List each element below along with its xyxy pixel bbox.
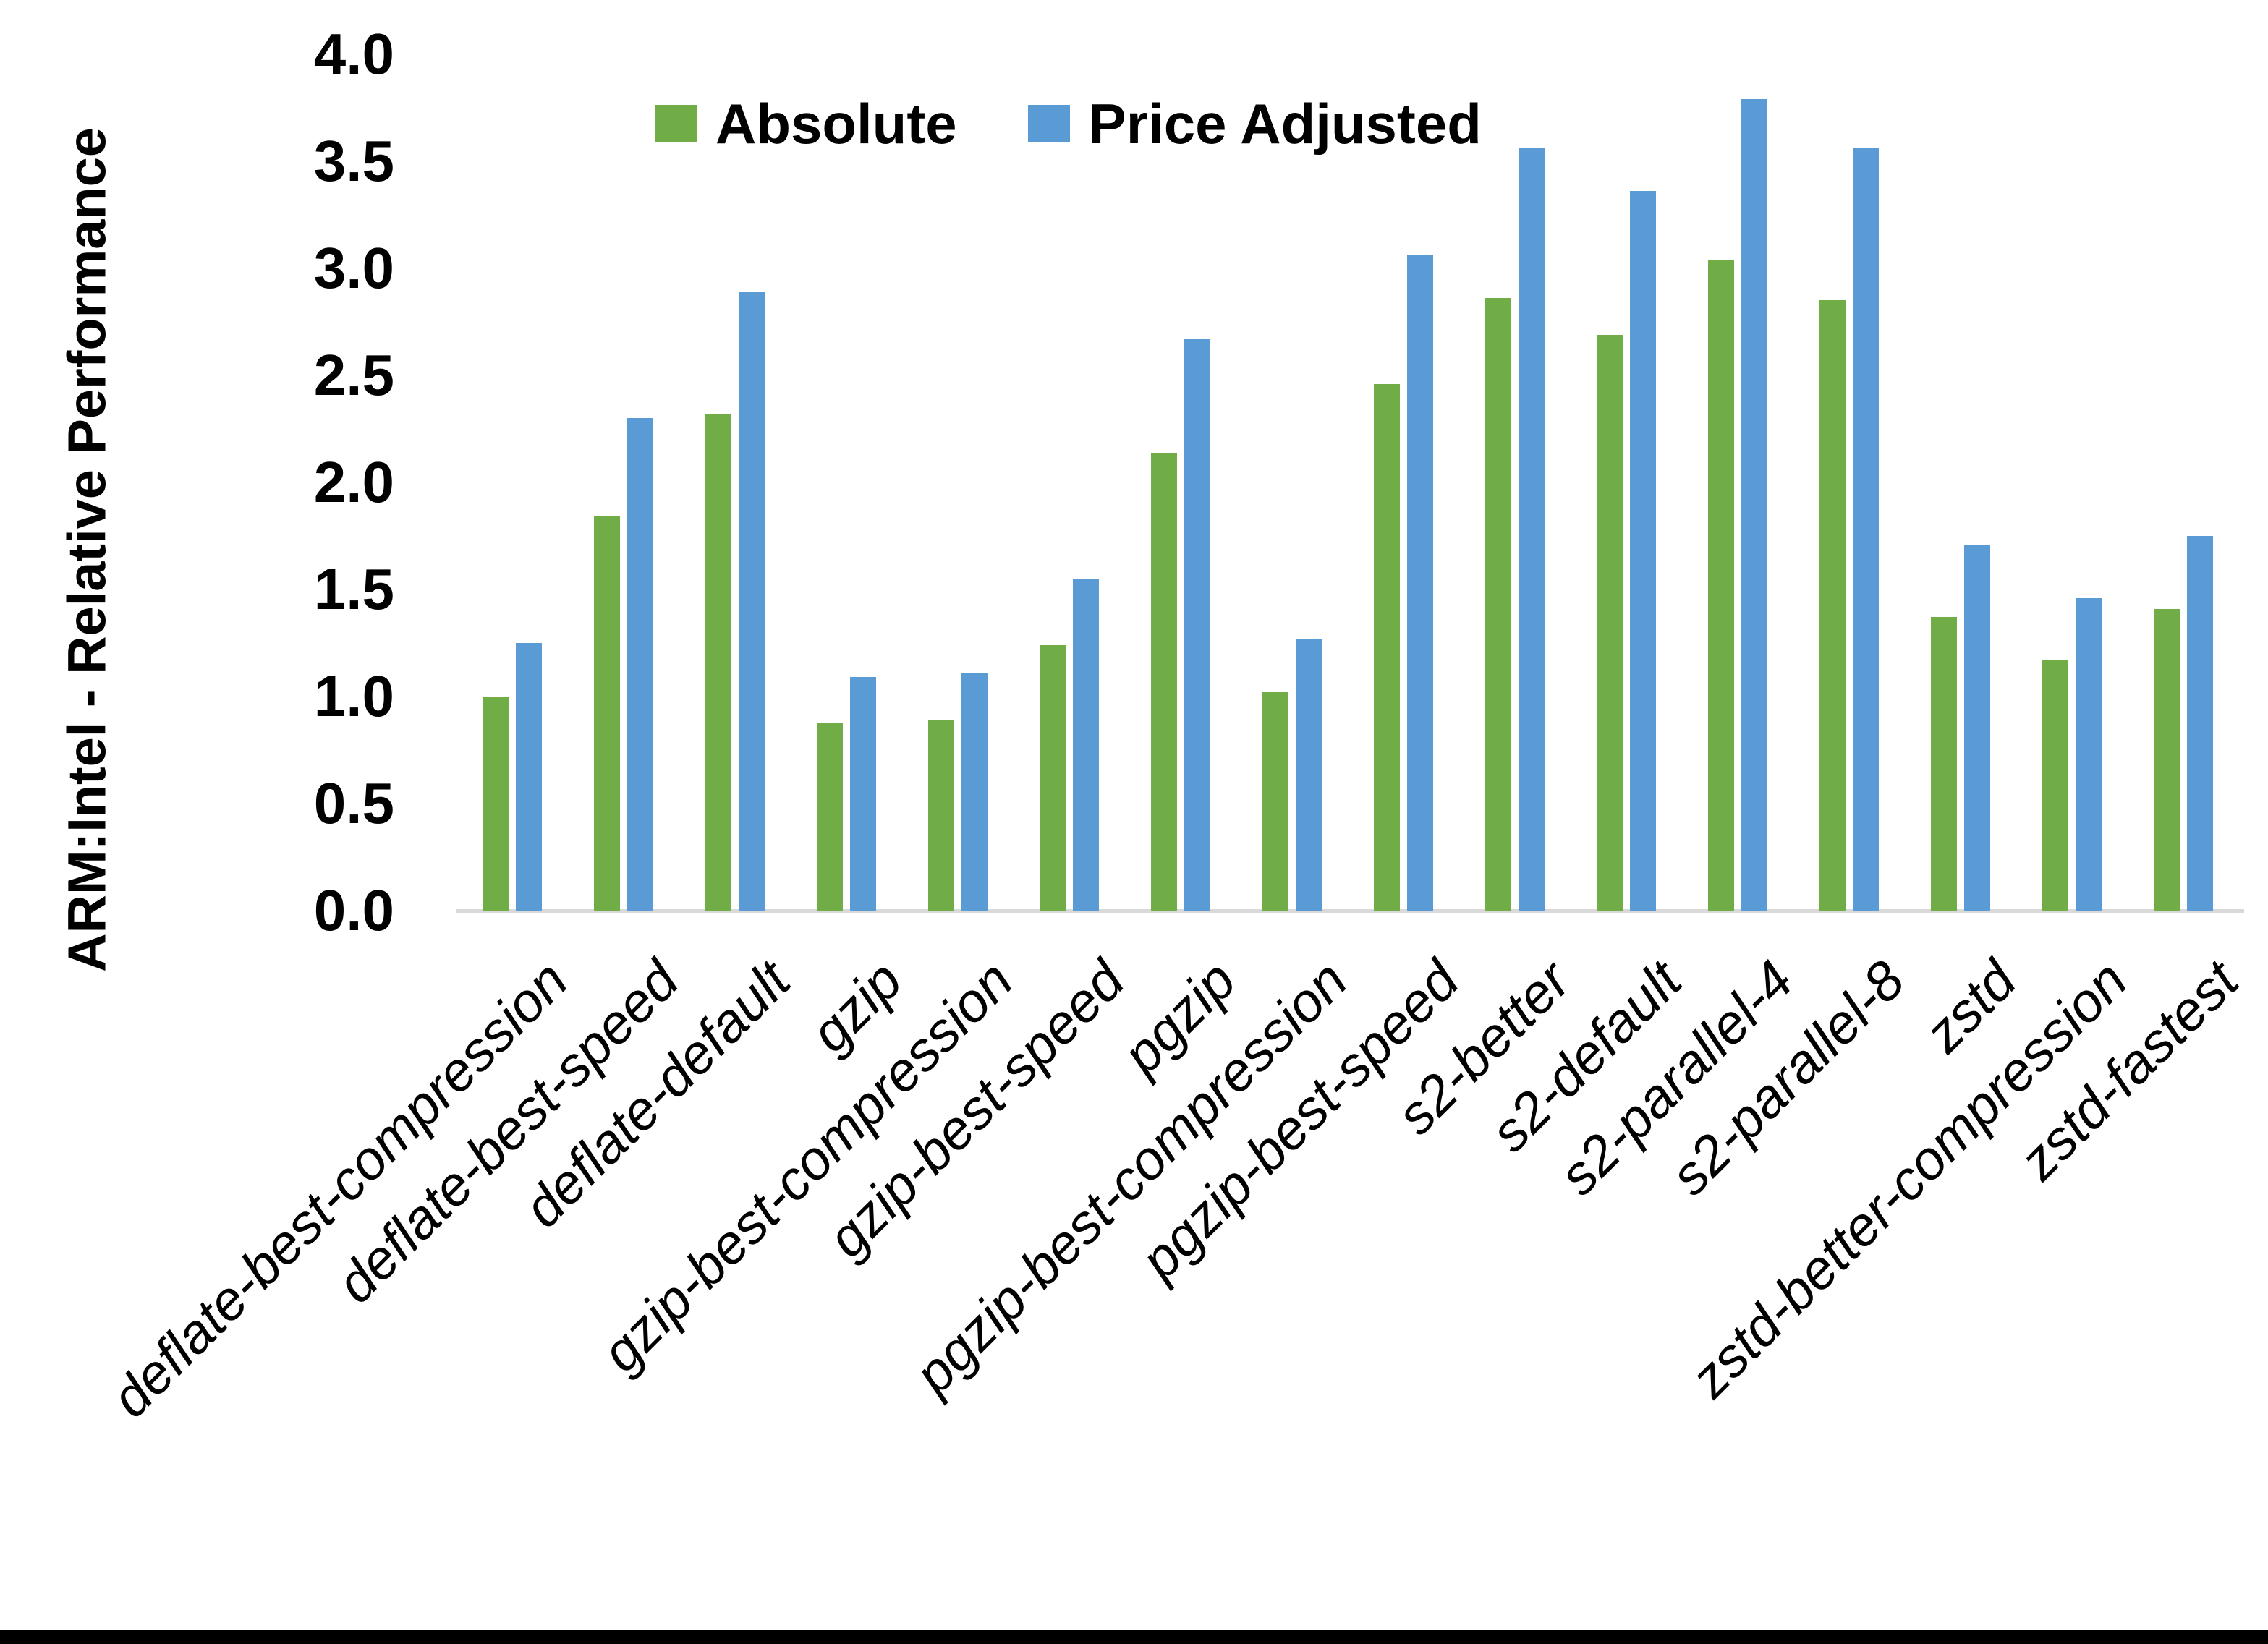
bar-price-adjusted-s2-parallel-8: [1853, 148, 1879, 911]
y-tick-label: 3.5: [313, 129, 394, 193]
bar-price-adjusted-gzip: [850, 677, 876, 911]
bar-absolute-s2-parallel-8: [1819, 300, 1846, 911]
legend-label-absolute: Absolute: [715, 92, 957, 156]
bar-absolute-zstd-better-compression: [2042, 660, 2068, 911]
bar-absolute-deflate-best-speed: [594, 516, 620, 911]
bar-price-adjusted-s2-parallel-4: [1741, 99, 1767, 911]
bar-price-adjusted-deflate-default: [739, 292, 765, 911]
bar-price-adjusted-pgzip-best-compression: [1296, 639, 1322, 911]
legend-swatch-absolute: [655, 105, 697, 142]
legend: Absolute Price Adjusted: [655, 95, 1482, 152]
bar-price-adjusted-pgzip: [1184, 339, 1210, 911]
y-tick-label: 1.5: [313, 557, 394, 621]
bar-absolute-gzip-best-compression: [928, 720, 954, 911]
bar-price-adjusted-gzip-best-compression: [961, 673, 988, 911]
bar-absolute-zstd-fastest: [2154, 609, 2180, 911]
bottom-border: [0, 1630, 2268, 1644]
y-tick-label: 4.0: [313, 22, 394, 86]
y-tick-label: 0.5: [313, 771, 394, 835]
bar-absolute-gzip-best-speed: [1040, 645, 1066, 911]
bar-absolute-s2-default: [1597, 335, 1623, 911]
x-axis-baseline: [456, 909, 2244, 913]
bar-price-adjusted-s2-better: [1519, 148, 1545, 911]
bar-price-adjusted-gzip-best-speed: [1073, 579, 1099, 911]
bar-absolute-gzip: [817, 723, 843, 911]
bar-price-adjusted-zstd-fastest: [2187, 536, 2213, 911]
legend-swatch-price-adjusted: [1027, 105, 1070, 142]
bar-absolute-zstd: [1931, 617, 1957, 911]
bar-absolute-s2-better: [1485, 298, 1511, 911]
y-tick-label: 0.0: [313, 878, 394, 942]
bar-absolute-deflate-default: [705, 414, 731, 911]
legend-label-price-adjusted: Price Adjusted: [1088, 92, 1482, 156]
bar-price-adjusted-zstd: [1964, 545, 1990, 911]
bar-absolute-pgzip: [1151, 453, 1177, 911]
bar-absolute-pgzip-best-speed: [1374, 384, 1400, 911]
bar-absolute-s2-parallel-4: [1708, 260, 1734, 911]
bar-price-adjusted-s2-default: [1630, 191, 1656, 911]
bar-price-adjusted-deflate-best-speed: [627, 418, 653, 911]
bar-price-adjusted-pgzip-best-speed: [1407, 255, 1433, 911]
bar-price-adjusted-deflate-best-compression: [516, 643, 542, 911]
bar-price-adjusted-zstd-better-compression: [2076, 598, 2102, 911]
bar-absolute-pgzip-best-compression: [1262, 692, 1288, 911]
y-tick-label: 2.0: [313, 450, 394, 514]
bar-absolute-deflate-best-compression: [483, 697, 509, 911]
y-tick-label: 1.0: [313, 664, 394, 728]
y-tick-label: 2.5: [313, 343, 394, 407]
y-tick-label: 3.0: [313, 236, 394, 300]
